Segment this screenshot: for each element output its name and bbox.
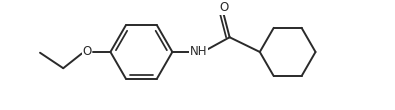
Text: NH: NH [190,45,207,58]
Text: O: O [83,45,92,58]
Text: O: O [219,1,228,14]
